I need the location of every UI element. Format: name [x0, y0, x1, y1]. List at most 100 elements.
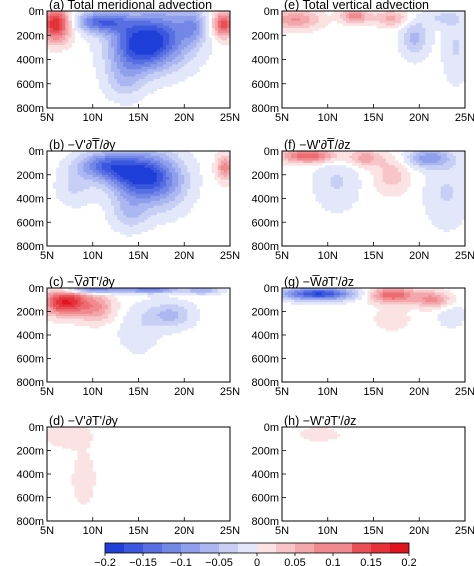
heat-cell [104, 69, 109, 73]
heat-cell [330, 200, 335, 204]
heat-cell [68, 177, 72, 180]
heat-cell [114, 100, 118, 104]
heat-cell [129, 11, 133, 14]
heat-cell [217, 11, 222, 14]
heat-cell [455, 27, 460, 31]
heat-cell [108, 40, 112, 43]
heat-cell [315, 27, 319, 31]
heat-cell [114, 196, 118, 199]
heat-cell [385, 170, 390, 173]
heat-cell [422, 42, 426, 46]
heat-cell [461, 37, 466, 41]
heat-cell [147, 54, 152, 58]
heat-cell [327, 13, 332, 17]
heat-cell [404, 13, 408, 17]
heat-cell [86, 158, 91, 161]
heat-cell [394, 174, 399, 178]
heat-cell [150, 20, 155, 24]
heat-cell [455, 61, 460, 65]
heat-cell [165, 69, 170, 73]
heat-cell [172, 44, 176, 48]
heat-cell [303, 25, 307, 29]
heat-cell [98, 174, 103, 178]
heat-cell [74, 174, 78, 178]
heat-cell [98, 18, 103, 22]
heat-cell [196, 193, 200, 197]
heat-cell [71, 172, 75, 176]
heat-cell [184, 11, 188, 14]
heat-cell [101, 160, 106, 164]
heat-cell [196, 49, 200, 53]
heat-cell [159, 86, 164, 89]
heat-cell [77, 200, 81, 204]
heat-cell [111, 208, 115, 211]
heat-cell [355, 155, 359, 159]
heat-cell [153, 196, 158, 199]
heat-cell [440, 191, 445, 195]
heat-cell [123, 155, 127, 159]
heat-cell [98, 40, 103, 43]
heat-cell [187, 151, 191, 154]
heat-cell [132, 11, 136, 14]
heat-cell [355, 162, 359, 166]
heat-cell [193, 18, 197, 22]
heat-cell [74, 295, 78, 298]
heat-cell [446, 167, 451, 171]
heat-cell [193, 13, 197, 17]
heat-cell [147, 71, 152, 75]
heat-cell [437, 219, 441, 223]
heat-cell [297, 30, 301, 34]
heat-cell [172, 212, 176, 216]
heat-cell [141, 42, 145, 46]
heat-cell [205, 15, 210, 19]
heat-cell [120, 66, 124, 70]
heat-cell [397, 167, 402, 171]
heat-cell [428, 167, 432, 171]
heat-cell [144, 83, 149, 87]
heat-cell [156, 200, 161, 204]
heat-cell [223, 162, 228, 166]
heat-cell [135, 35, 139, 39]
heat-cell [150, 37, 155, 41]
heat-cell [407, 160, 411, 164]
heat-cell [120, 198, 124, 202]
heat-cell [425, 23, 429, 26]
heat-cell [50, 27, 54, 31]
heat-cell [135, 37, 139, 41]
heat-cell [175, 11, 179, 14]
heat-cell [156, 66, 161, 70]
heat-cell [196, 181, 200, 185]
heat-cell [458, 174, 463, 178]
heat-cell [138, 69, 142, 73]
heat-cell [190, 27, 194, 31]
heat-cell [434, 153, 438, 157]
heat-cell [327, 15, 332, 19]
heat-cell [56, 18, 60, 22]
heat-cell [226, 20, 231, 24]
heat-cell [95, 191, 100, 195]
heat-cell [190, 52, 194, 56]
heat-cell [159, 71, 164, 75]
heat-cell [65, 47, 69, 51]
heat-cell [349, 158, 353, 161]
heat-cell [114, 27, 118, 31]
heat-cell [202, 23, 206, 26]
heat-cell [446, 174, 451, 178]
heat-cell [101, 155, 106, 159]
heat-cell [159, 153, 164, 157]
heat-cell [153, 59, 158, 63]
heat-cell [132, 54, 136, 58]
heat-cell [397, 23, 402, 26]
heat-cell [126, 81, 130, 85]
heat-cell [104, 54, 109, 58]
heat-cell [153, 224, 158, 228]
heat-cell [431, 155, 435, 159]
heat-cell [77, 292, 81, 296]
heat-cell [132, 217, 136, 221]
heat-cell [114, 54, 118, 58]
heat-cell [162, 153, 167, 157]
heat-cell [193, 179, 197, 183]
heat-cell [172, 162, 176, 166]
heat-cell [211, 32, 216, 36]
heat-cell [77, 311, 81, 315]
